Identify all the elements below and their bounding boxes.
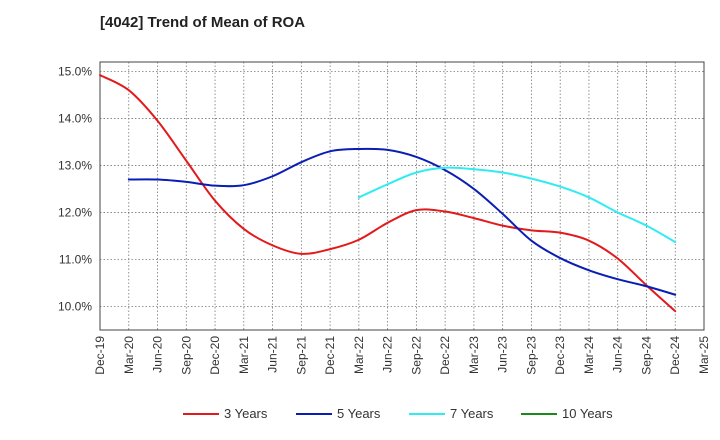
axes: [99, 61, 705, 331]
series-line-7-years: [357, 166, 677, 244]
y-tick-label: 11.0%: [59, 252, 92, 266]
x-tick-label: Jun-22: [381, 336, 395, 373]
grid-lines: [100, 62, 704, 330]
x-tick-label: Mar-25: [697, 336, 711, 374]
x-tick-label: Jun-21: [266, 336, 280, 373]
x-tick-label: Dec-22: [438, 336, 452, 375]
x-tick-label: Mar-22: [352, 336, 366, 374]
y-tick-label: 15.0%: [58, 64, 92, 78]
legend-label: 7 Years: [450, 406, 494, 421]
series-line-3-years: [99, 74, 677, 313]
x-tick-labels: Dec-19 Mar-20 Jun-20 Sep-20 Dec-20 Mar-21 Jun-…: [93, 336, 711, 375]
x-tick-label: Dec-24: [668, 336, 682, 375]
legend: 3 Years 5 Years 7 Years 10 Years: [183, 406, 613, 421]
x-tick-label: Dec-19: [93, 336, 107, 375]
legend-label: 3 Years: [224, 406, 268, 421]
x-tick-label: Jun-20: [151, 336, 165, 373]
x-tick-label: Sep-23: [524, 336, 538, 375]
x-tick-label: Sep-22: [409, 336, 423, 375]
x-tick-label: Mar-21: [237, 336, 251, 374]
y-tick-label: 13.0%: [58, 158, 92, 172]
x-tick-label: Jun-24: [611, 336, 625, 373]
x-tick-label: Mar-23: [467, 336, 481, 374]
chart-title: [4042] Trend of Mean of ROA: [100, 14, 306, 31]
x-tick-label: Mar-20: [122, 336, 136, 374]
series-lines: [99, 74, 677, 313]
y-tick-label: 14.0%: [58, 111, 92, 125]
series-line-5-years: [127, 147, 677, 296]
x-tick-label: Sep-24: [639, 336, 653, 375]
plot-area-frame: [99, 61, 705, 331]
x-tick-label: Dec-21: [323, 336, 337, 375]
legend-label: 10 Years: [562, 406, 613, 421]
y-tick-label: 10.0%: [58, 299, 92, 313]
x-tick-label: Dec-23: [553, 336, 567, 375]
x-tick-label: Dec-20: [208, 336, 222, 375]
x-tick-label: Sep-20: [179, 336, 193, 375]
y-tick-labels: 10.0% 11.0% 12.0% 13.0% 14.0% 15.0%: [58, 64, 92, 313]
x-tick-label: Jun-23: [496, 336, 510, 373]
y-tick-label: 12.0%: [58, 205, 92, 219]
x-tick-label: Sep-21: [294, 336, 308, 375]
legend-label: 5 Years: [337, 406, 381, 421]
x-tick-label: Mar-24: [582, 336, 596, 374]
